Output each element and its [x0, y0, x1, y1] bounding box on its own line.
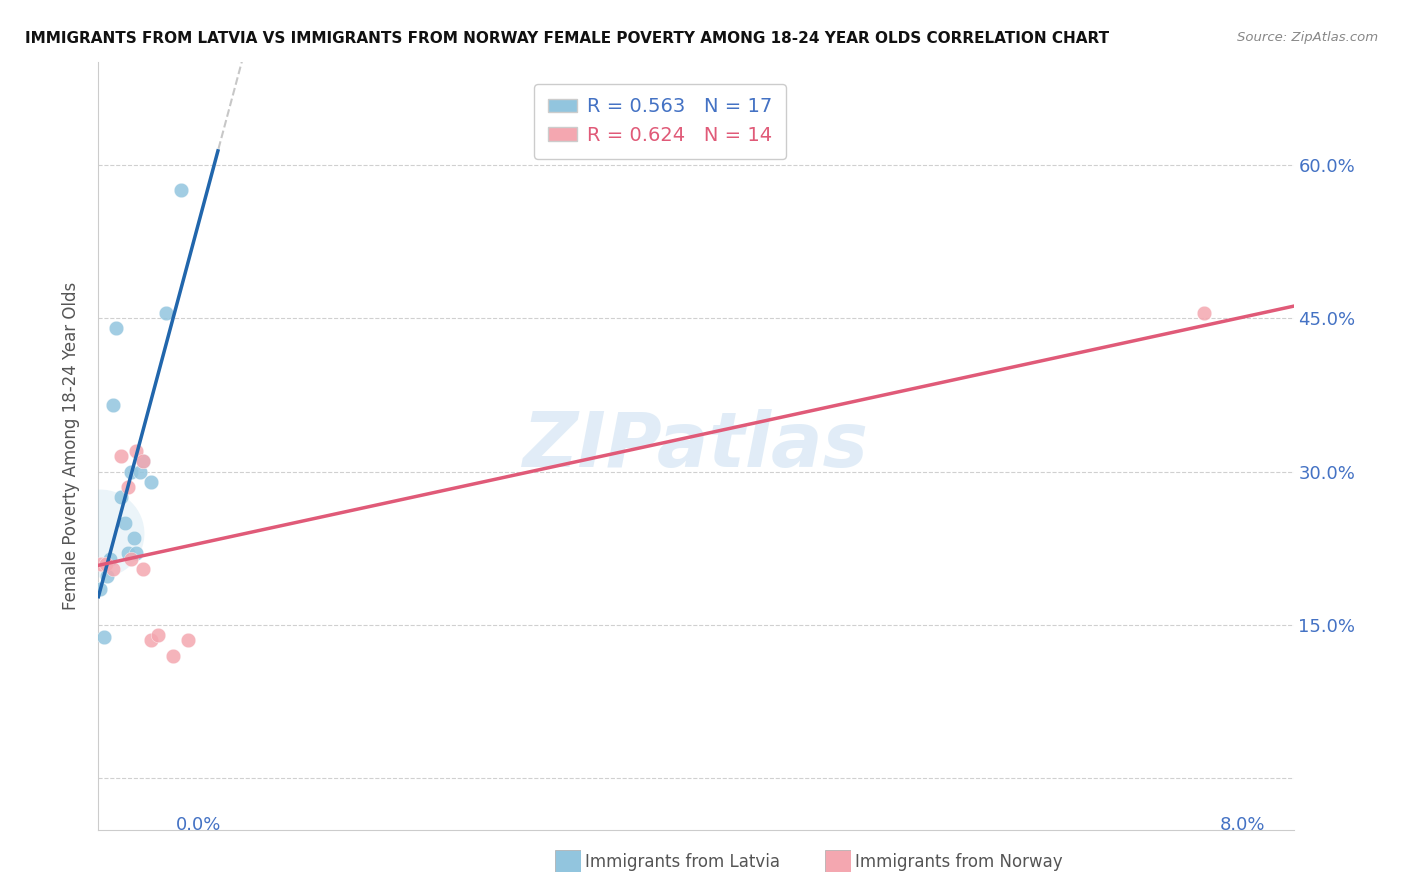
Point: [98, 551, 122, 566]
Point: [162, 648, 184, 663]
Text: 8.0%: 8.0%: [1220, 816, 1265, 834]
Point: [129, 465, 152, 479]
Point: [177, 633, 200, 648]
Point: [139, 475, 162, 489]
Point: [169, 183, 191, 197]
Y-axis label: Female Poverty Among 18-24 Year Olds: Female Poverty Among 18-24 Year Olds: [62, 282, 80, 610]
Point: [94, 557, 117, 571]
Point: [93, 630, 115, 644]
Point: [117, 480, 139, 494]
Text: Immigrants from Norway: Immigrants from Norway: [855, 853, 1063, 871]
Point: [90, 557, 112, 571]
Text: 0.0%: 0.0%: [176, 816, 221, 834]
Point: [124, 531, 146, 545]
Point: [1192, 306, 1215, 320]
Point: [120, 465, 142, 479]
Point: [105, 321, 128, 335]
Text: Source: ZipAtlas.com: Source: ZipAtlas.com: [1237, 31, 1378, 45]
Text: IMMIGRANTS FROM LATVIA VS IMMIGRANTS FROM NORWAY FEMALE POVERTY AMONG 18-24 YEAR: IMMIGRANTS FROM LATVIA VS IMMIGRANTS FRO…: [25, 31, 1109, 46]
Legend: R = 0.563   N = 17, R = 0.624   N = 14: R = 0.563 N = 17, R = 0.624 N = 14: [534, 84, 786, 159]
Point: [139, 633, 162, 648]
Point: [132, 454, 155, 468]
Point: [117, 546, 139, 560]
Point: [114, 516, 136, 530]
Point: [148, 628, 170, 642]
Point: [132, 454, 155, 468]
Point: [103, 562, 125, 576]
Point: [89, 525, 111, 540]
Point: [110, 490, 132, 504]
Point: [125, 546, 148, 560]
Point: [132, 562, 155, 576]
Point: [125, 444, 148, 458]
Point: [155, 306, 177, 320]
Text: Immigrants from Latvia: Immigrants from Latvia: [585, 853, 780, 871]
Point: [110, 449, 132, 463]
Point: [96, 569, 118, 583]
Point: [120, 551, 142, 566]
Point: [103, 398, 125, 412]
Text: ZIPatlas: ZIPatlas: [523, 409, 869, 483]
Point: [89, 582, 111, 597]
